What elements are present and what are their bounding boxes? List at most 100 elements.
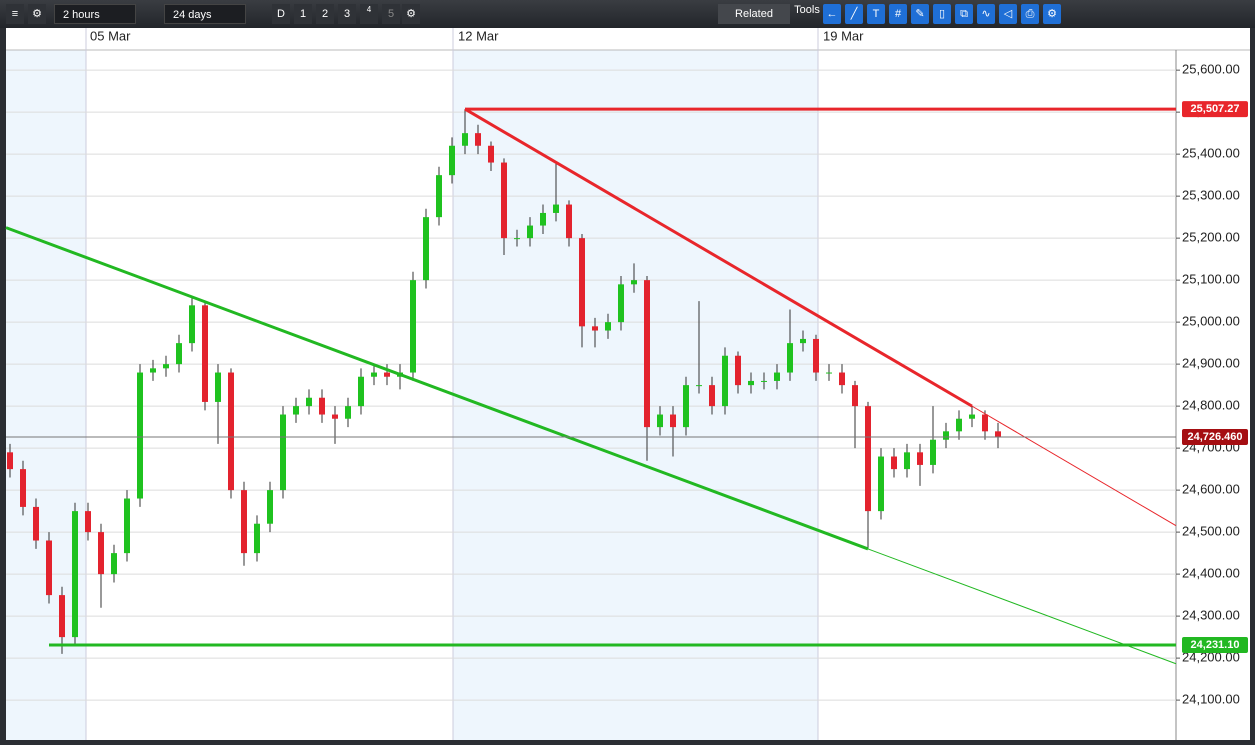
date-label: 05 Mar [90, 28, 131, 43]
candle-body [917, 452, 923, 465]
tool-icon[interactable]: ← [823, 4, 841, 24]
candle-body [423, 217, 429, 281]
candle-body [228, 372, 234, 491]
candle-body [189, 305, 195, 344]
candle-body [215, 372, 221, 402]
candle-body [995, 431, 1001, 438]
candle-body [20, 469, 26, 507]
period-button[interactable]: 1 [294, 4, 312, 24]
level-label-box [1182, 637, 1248, 654]
candle-body [163, 364, 169, 369]
candle-body [488, 145, 494, 163]
tool-icon[interactable]: ∿ [977, 4, 995, 24]
tool-icon[interactable]: ⎙ [1021, 4, 1039, 24]
candle-body [514, 238, 520, 240]
candle-body [618, 284, 624, 323]
candle-body [241, 490, 247, 554]
candle-body [839, 372, 845, 386]
candle-body [761, 380, 767, 382]
candle-body [774, 372, 780, 381]
candle-body [254, 523, 260, 554]
candle-body [722, 355, 728, 407]
candle-body [280, 414, 286, 491]
tool-icon[interactable]: T [867, 4, 885, 24]
candle-body [540, 212, 546, 226]
candle-body [566, 204, 572, 239]
candle-body [891, 456, 897, 470]
tool-icon[interactable]: # [889, 4, 907, 24]
candle-body [150, 368, 156, 373]
interval-dropdown[interactable]: 2 hours [54, 4, 136, 24]
candle-body [267, 490, 273, 524]
candle-body [657, 414, 663, 428]
y-tick-label: 25,000.00 [1182, 314, 1240, 329]
y-tick-label: 25,300.00 [1182, 188, 1240, 203]
tools-label: Tools [794, 4, 820, 16]
candle-body [202, 305, 208, 402]
candle-body [371, 372, 377, 377]
candle-body [605, 322, 611, 331]
y-tick-label: 24,600.00 [1182, 482, 1240, 497]
settings-button[interactable]: ⚙ [28, 4, 46, 24]
level-label: 25,507.27 [1191, 103, 1240, 115]
candle-body [631, 280, 637, 285]
candle-body [7, 452, 13, 470]
settings-button[interactable]: ⚙ [402, 4, 420, 24]
candle-body [85, 511, 91, 533]
level-label-box [1182, 429, 1248, 446]
candle-body [579, 238, 585, 327]
candle-body [410, 280, 416, 373]
range-dropdown[interactable]: 24 days [164, 4, 246, 24]
candle-body [33, 506, 39, 541]
date-label: 19 Mar [823, 28, 864, 43]
candle-body [358, 376, 364, 407]
candle-body [670, 414, 676, 428]
chart: 05 Mar 12 Mar 19 Mar 24,100.0024,200.002… [0, 28, 1255, 745]
candle-body [332, 414, 338, 419]
candle-body [787, 343, 793, 373]
candle-body [553, 204, 559, 213]
period-button[interactable]: 3 [338, 4, 356, 24]
candle-body [865, 406, 871, 512]
candle-body [527, 225, 533, 239]
period-button[interactable]: 5 [382, 4, 400, 24]
toolbar: ≡ ⚙ 2 hours 24 days D 1 2 3 4 5 ⚙ Relate… [0, 0, 1255, 28]
trend-line [5, 226, 869, 551]
week-band [453, 50, 818, 740]
menu-button[interactable]: ≡ [6, 4, 24, 24]
tool-icon[interactable]: ⚙ [1043, 4, 1061, 24]
candle-body [813, 338, 819, 373]
candle-body [800, 338, 806, 344]
candle-body [345, 406, 351, 419]
candle-body [748, 380, 754, 386]
period-button[interactable]: 2 [316, 4, 334, 24]
period-button[interactable]: D [272, 4, 290, 24]
candle-body [176, 343, 182, 365]
trend-line [464, 107, 973, 408]
candle-body [475, 133, 481, 146]
candle-body [956, 418, 962, 432]
y-tick-label: 25,400.00 [1182, 146, 1240, 161]
date-label: 12 Mar [458, 28, 499, 43]
candle-body [696, 385, 702, 387]
level-label-box [1182, 101, 1248, 118]
candle-body [384, 372, 390, 377]
tool-icon[interactable]: ╱ [845, 4, 863, 24]
level-label: 24,231.10 [1191, 639, 1240, 651]
tool-icon[interactable]: ▯ [933, 4, 951, 24]
candle-body [826, 372, 832, 374]
period-button[interactable]: 4 [360, 4, 378, 24]
candle-body [449, 145, 455, 176]
candle-body [969, 414, 975, 419]
tool-icon[interactable]: ◁ [999, 4, 1017, 24]
tool-icon[interactable]: ⧉ [955, 4, 973, 24]
tool-icon[interactable]: ✎ [911, 4, 929, 24]
y-tick-label: 24,900.00 [1182, 356, 1240, 371]
trend-extension [971, 405, 1177, 527]
y-tick-label: 25,100.00 [1182, 272, 1240, 287]
candle-body [46, 540, 52, 596]
related-button[interactable]: Related [718, 4, 790, 24]
candle-body [462, 133, 468, 146]
candle-body [501, 162, 507, 239]
